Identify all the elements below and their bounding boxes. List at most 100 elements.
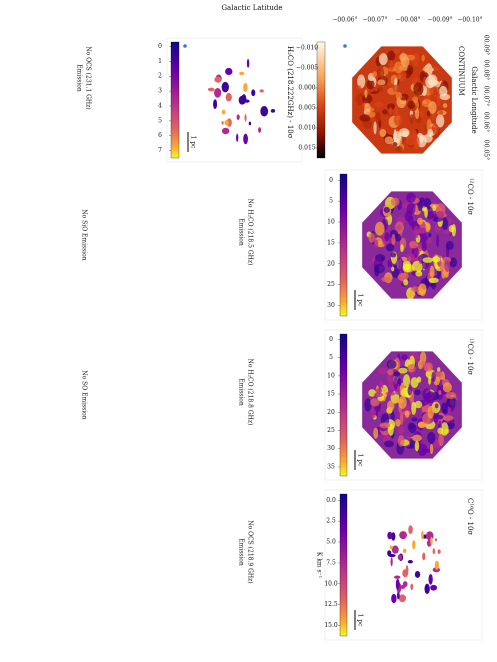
colorbar xyxy=(339,333,348,477)
map-texture xyxy=(435,114,445,128)
emission-blob xyxy=(236,133,239,142)
emission-blob xyxy=(221,81,229,93)
map-texture xyxy=(423,392,432,403)
map-texture xyxy=(426,110,431,117)
emission-blob xyxy=(259,89,264,93)
emission-blob xyxy=(239,71,245,76)
colorbar-tick-label: 0 xyxy=(158,43,162,50)
map-texture xyxy=(434,403,439,409)
scale-label: 1 pc xyxy=(357,294,364,308)
map-texture xyxy=(425,75,436,89)
map-texture xyxy=(383,206,390,213)
emission-blob xyxy=(244,99,250,103)
map-texture xyxy=(446,396,457,408)
colorbar-tick-label: 7 xyxy=(158,147,162,154)
emission-blob xyxy=(207,87,215,92)
emission-blob xyxy=(412,540,416,550)
map-texture xyxy=(364,89,368,98)
emission-blob xyxy=(424,583,430,594)
map-texture xyxy=(370,398,380,407)
map-texture xyxy=(436,234,440,248)
colorbar-tick-label: 0.010 xyxy=(298,125,315,132)
map-texture xyxy=(393,114,403,126)
map-texture xyxy=(387,400,395,411)
emission-blob xyxy=(399,585,406,589)
emission-blob xyxy=(430,536,433,546)
map-texture xyxy=(400,56,410,67)
map-texture xyxy=(393,129,397,143)
panel-title: H₂CO (218.222GHz) - 10σ xyxy=(286,46,294,139)
emission-blob xyxy=(236,114,240,120)
map-texture xyxy=(409,240,419,249)
map-texture xyxy=(368,389,376,397)
emission-blob xyxy=(270,108,276,113)
emission-blob xyxy=(434,538,438,542)
panel-frame xyxy=(324,329,483,481)
map-texture xyxy=(357,85,362,90)
panel-title: ¹³CO - 10σ xyxy=(466,338,474,375)
map-texture xyxy=(373,239,379,249)
map-texture xyxy=(366,79,375,90)
colorbar-tick-label: 30 xyxy=(327,302,335,309)
colorbar xyxy=(170,41,180,159)
latitude-tick-label: −00.09° xyxy=(427,17,452,24)
map-texture xyxy=(385,243,395,252)
no-emission-note: Emission xyxy=(238,378,245,406)
map-texture xyxy=(427,431,436,444)
no-emission-note: No SiO Emission xyxy=(81,209,88,260)
map-texture xyxy=(400,244,404,253)
map-texture xyxy=(422,76,427,87)
map-texture xyxy=(436,210,445,219)
emission-blob xyxy=(263,107,267,116)
emission-blob xyxy=(421,530,424,540)
scale-label: 1 pc xyxy=(357,454,364,468)
emission-blob xyxy=(221,121,224,125)
map-texture xyxy=(377,86,384,92)
map-texture xyxy=(374,85,378,92)
emission-blob xyxy=(437,549,441,554)
colorbar-tick-label: 2.5 xyxy=(326,518,336,525)
emission-blob xyxy=(225,92,232,102)
colorbar-tick-label: 5 xyxy=(158,117,162,124)
map-texture xyxy=(418,283,427,295)
map-texture xyxy=(421,241,427,252)
map-texture xyxy=(427,405,435,419)
emission-blob xyxy=(251,89,256,97)
map-texture xyxy=(442,415,454,421)
map-texture xyxy=(374,254,386,262)
map-texture xyxy=(388,107,393,116)
emission-blob xyxy=(221,109,226,115)
map-texture xyxy=(438,390,442,395)
emission-blob xyxy=(399,531,407,540)
emission-blob xyxy=(410,583,414,591)
no-emission-note: No SO Emission xyxy=(81,370,88,419)
colorbar-tick-label: 4 xyxy=(158,102,162,109)
map-texture xyxy=(393,48,400,54)
map-texture xyxy=(438,432,444,447)
map-texture xyxy=(403,279,409,286)
map-texture xyxy=(394,221,405,234)
map-texture xyxy=(372,71,378,78)
map-texture xyxy=(422,257,434,263)
panel-frame xyxy=(166,37,303,163)
emission-blob xyxy=(214,76,222,83)
map-texture xyxy=(414,440,420,452)
map-texture xyxy=(431,123,439,135)
emission-blob xyxy=(246,58,250,68)
map-texture xyxy=(381,276,392,283)
colorbar-tick-label: 0.000 xyxy=(298,85,315,92)
colorbar-tick-label: 15 xyxy=(327,239,335,246)
map-texture xyxy=(384,136,394,145)
map-texture xyxy=(375,388,383,394)
colorbar-tick-label: 15 xyxy=(327,391,335,398)
colorbar-tick-label: 25 xyxy=(327,281,335,288)
longitude-tick-label: 00.05° xyxy=(483,140,490,160)
map-texture xyxy=(357,74,366,89)
map-texture xyxy=(442,103,448,108)
no-emission-note: No OCS (218.9 GHz) xyxy=(247,520,254,583)
colorbar-tick-label: 25 xyxy=(327,427,335,434)
map-texture xyxy=(407,363,416,373)
colorbar-tick-label: 0 xyxy=(329,336,333,343)
map-texture xyxy=(419,110,424,118)
map-texture xyxy=(418,256,423,264)
